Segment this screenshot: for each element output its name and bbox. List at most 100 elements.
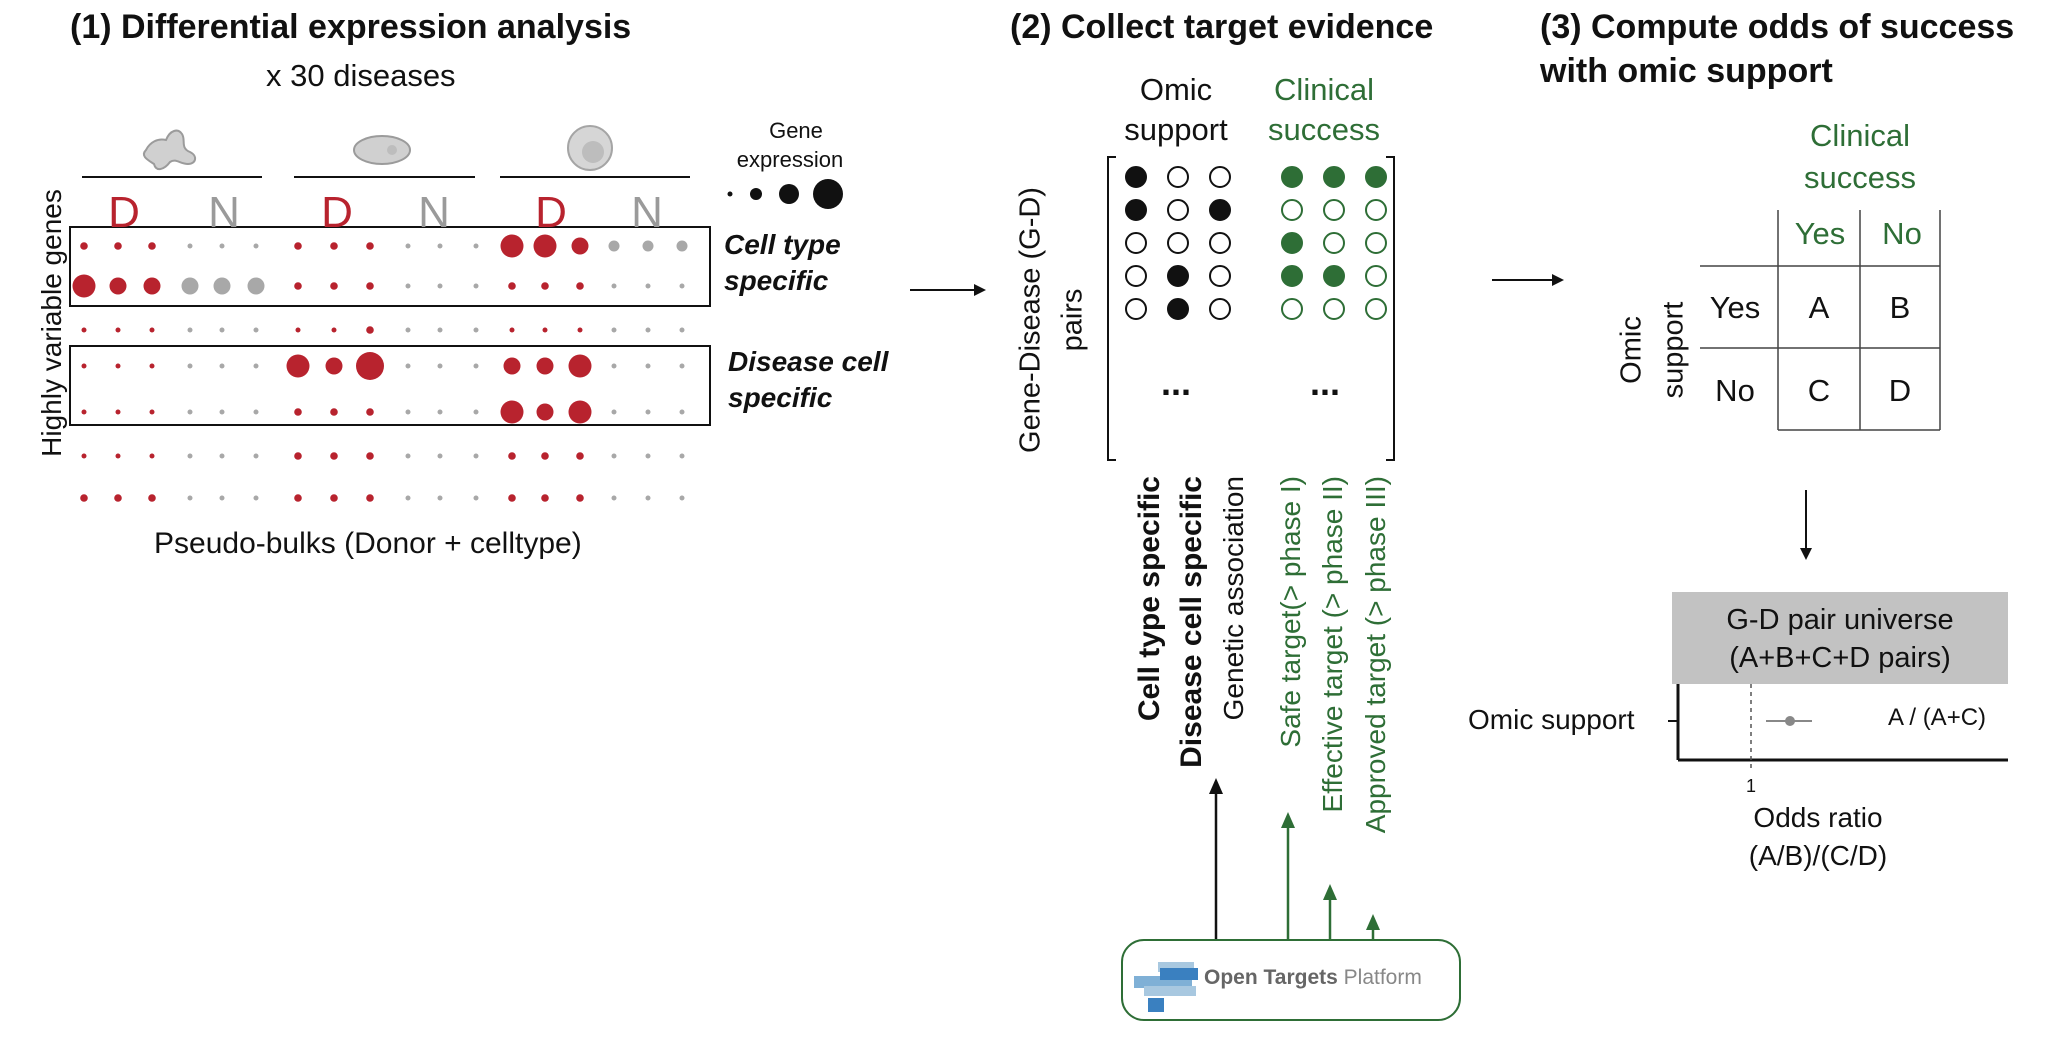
matrix-left-bracket	[1107, 156, 1116, 461]
expression-dot	[366, 282, 374, 290]
clinical-dot-empty	[1281, 298, 1303, 320]
omic-header-line1: Omic	[1139, 72, 1213, 107]
expression-dot	[330, 282, 338, 290]
expression-dot	[611, 495, 617, 501]
forest-xaxis-label-line1: Odds ratio	[1753, 802, 1883, 833]
cell-type-icons	[142, 125, 613, 171]
expression-dot	[325, 357, 343, 375]
expression-dot	[294, 408, 302, 416]
expression-dot	[405, 453, 411, 459]
expression-dot	[503, 357, 521, 375]
expression-dot	[181, 277, 199, 295]
arrow-table-to-forest-head	[1800, 548, 1812, 560]
omic-dot-filled	[1209, 199, 1231, 221]
contingency-row-no: No	[1715, 373, 1755, 408]
omic-dot-empty	[1167, 166, 1189, 188]
omic-dot-empty	[1125, 232, 1147, 254]
legend-size-dot	[750, 188, 762, 200]
expression-dot	[148, 242, 156, 250]
expression-dot	[500, 400, 524, 424]
expression-dot	[294, 242, 302, 250]
expression-dot	[143, 277, 161, 295]
expression-dot	[114, 494, 122, 502]
expression-dot	[576, 452, 584, 460]
contingency-clinical-header-line2: success	[1804, 160, 1916, 195]
expression-dot	[611, 363, 617, 369]
expression-dot	[330, 408, 338, 416]
round-cell-nucleus-icon	[582, 141, 604, 163]
expression-dot	[72, 274, 96, 298]
expression-dot	[500, 234, 524, 258]
clinical-dot-filled	[1281, 265, 1303, 287]
omic-dot-empty	[1209, 232, 1231, 254]
group-label-n2: N	[418, 188, 450, 237]
open-targets-logo-text: Open Targets Platform	[1204, 966, 1422, 990]
expression-dot	[568, 354, 592, 378]
panel1-xaxis-label: Pseudo-bulks (Donor + celltype)	[154, 527, 582, 560]
expression-dot	[331, 327, 337, 333]
disease-cell-specific-label-line2: specific	[728, 382, 833, 413]
expression-dot	[219, 327, 225, 333]
group-label-d3: D	[535, 188, 567, 237]
expression-dot	[187, 495, 193, 501]
expression-dot	[253, 409, 259, 415]
expression-dot	[611, 409, 617, 415]
legend-title-line1: Gene	[769, 118, 823, 143]
disease-cell-specific-box	[69, 345, 711, 426]
contingency-col-no: No	[1882, 216, 1922, 251]
expression-dot	[149, 363, 155, 369]
expression-dot	[541, 282, 549, 290]
expression-dot	[533, 234, 557, 258]
expression-dot	[405, 243, 411, 249]
omic-dot-empty	[1125, 298, 1147, 320]
contingency-col-yes: Yes	[1794, 216, 1846, 251]
expression-dot	[611, 283, 617, 289]
expression-dot	[80, 494, 88, 502]
expression-dot	[541, 494, 549, 502]
clinical-success-dots	[1281, 166, 1387, 320]
clinical-header-line1: Clinical	[1274, 72, 1374, 107]
open-targets-logo-box	[1121, 939, 1461, 1021]
open-targets-logo-bold: Open Targets	[1204, 966, 1338, 989]
expression-dot	[366, 408, 374, 416]
forest-annotation: A / (A+C)	[1888, 704, 1987, 731]
open-targets-logo-light: Platform	[1343, 966, 1422, 989]
expression-dot	[294, 282, 302, 290]
expression-dot	[80, 242, 88, 250]
clinical-dot-empty	[1323, 199, 1345, 221]
expression-dot	[676, 240, 688, 252]
expression-dot	[219, 409, 225, 415]
expression-dot	[115, 327, 121, 333]
expression-dot	[253, 327, 259, 333]
expression-dot	[473, 453, 479, 459]
expression-dot	[115, 409, 121, 415]
expression-dot	[509, 327, 515, 333]
contingency-clinical-header-line1: Clinical	[1810, 118, 1910, 153]
expression-dot	[645, 327, 651, 333]
legend-size-dot	[727, 191, 733, 197]
expression-dot	[366, 242, 374, 250]
expression-dot	[253, 495, 259, 501]
clinical-dot-filled	[1323, 265, 1345, 287]
expression-dot	[508, 282, 516, 290]
expression-dot	[645, 409, 651, 415]
clinical-header-line2: success	[1268, 112, 1380, 147]
expression-dot	[405, 495, 411, 501]
panel3-title-line1: (3) Compute odds of success	[1540, 8, 2015, 46]
panel1-subtitle: x 30 diseases	[266, 58, 456, 93]
cell-b: B	[1889, 290, 1911, 325]
clinical-dot-filled	[1365, 166, 1387, 188]
expression-dot	[187, 243, 193, 249]
omic-dot-empty	[1167, 199, 1189, 221]
expression-dot	[536, 357, 554, 375]
expression-dot	[356, 352, 384, 380]
expression-dot	[81, 409, 87, 415]
group-label-d1: D	[108, 188, 140, 237]
epithelial-cell-nucleus-icon	[387, 145, 397, 155]
panel1-title: (1) Differential expression analysis	[70, 8, 632, 46]
cell-type-specific-label-line1: Cell type	[724, 229, 841, 260]
omic-dot-empty	[1209, 298, 1231, 320]
panel3-title-line2: with omic support	[1540, 52, 1833, 90]
